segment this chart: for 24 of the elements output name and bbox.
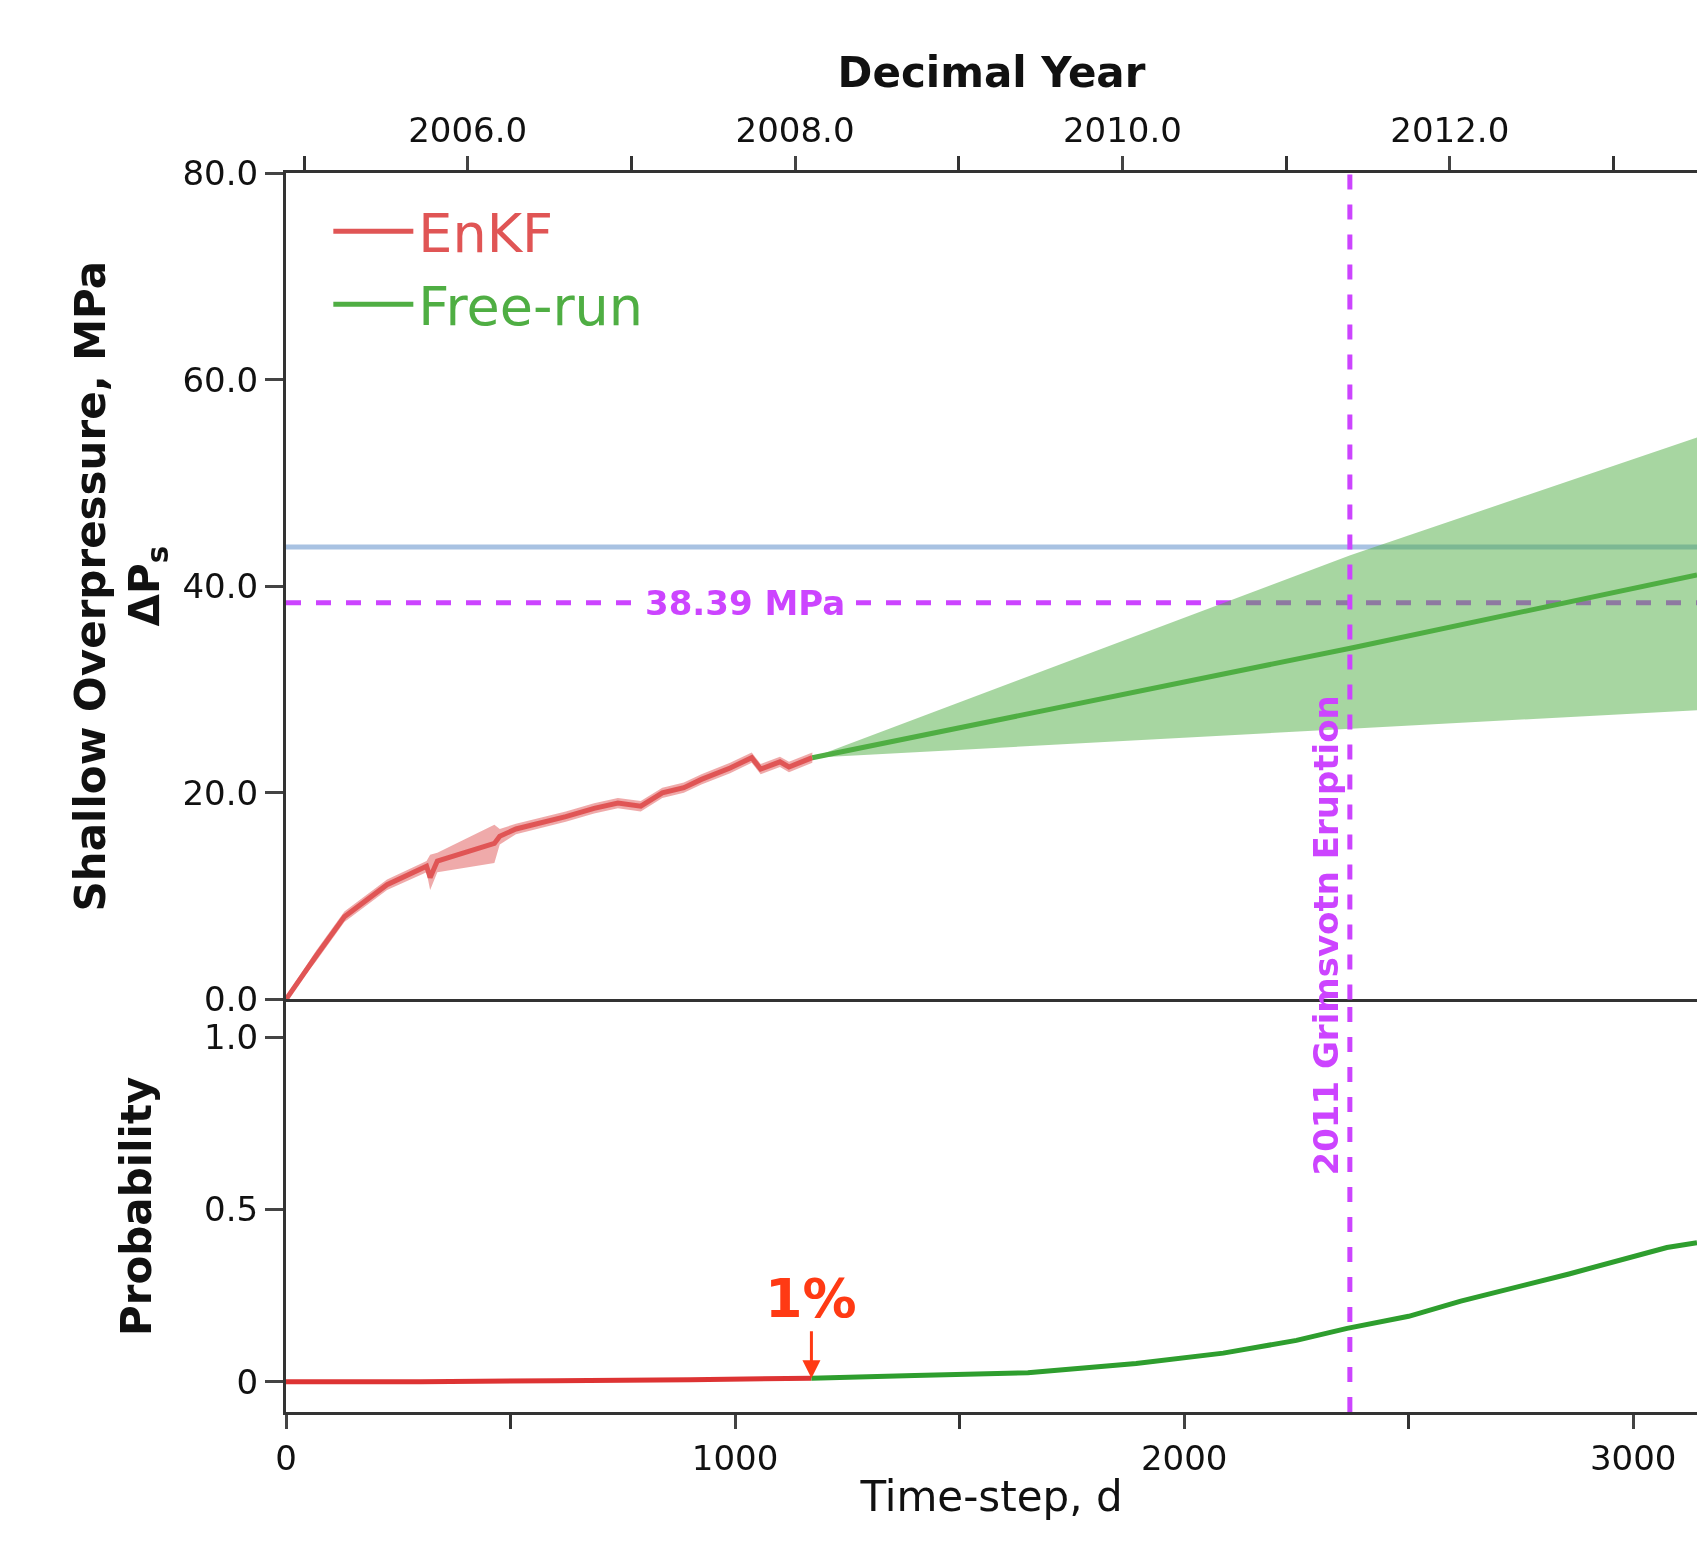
x2-tick-label: 2010.0 <box>1062 110 1182 151</box>
ref-line-label: 2011 Grimsvotn Eruption <box>1306 695 1347 1176</box>
y-tick-label: 0 <box>236 1361 259 1402</box>
x2-tick-label: 2008.0 <box>735 110 855 151</box>
x2-axis-title: Decimal Year <box>837 48 1146 98</box>
legend-label: Free-run <box>418 275 644 339</box>
y-tick-label: 1.0 <box>204 1017 259 1058</box>
y-tick-label: 0.0 <box>204 979 259 1020</box>
y-axis-title: Probability <box>111 1076 161 1337</box>
x-axis-title: Time-step, d <box>859 1471 1123 1521</box>
y-tick-label: 60.0 <box>182 359 259 400</box>
y-tick-label: 40.0 <box>182 566 259 607</box>
x2-tick-label: 2012.0 <box>1390 110 1510 151</box>
annotation: 1% <box>765 1267 857 1330</box>
y-tick-label: 0.5 <box>204 1189 259 1230</box>
y-tick-label: 80.0 <box>182 152 259 193</box>
x-tick-label: 2000 <box>1140 1437 1228 1478</box>
x-tick-label: 1000 <box>691 1437 779 1478</box>
x2-tick-label: 2006.0 <box>408 110 528 151</box>
legend-label: EnKF <box>418 202 554 266</box>
x-tick-label: 0 <box>275 1437 297 1478</box>
ref-line-label: 38.39 MPa <box>645 583 846 623</box>
y-tick-label: 20.0 <box>182 772 259 813</box>
x-tick-label: 3000 <box>1589 1437 1677 1478</box>
